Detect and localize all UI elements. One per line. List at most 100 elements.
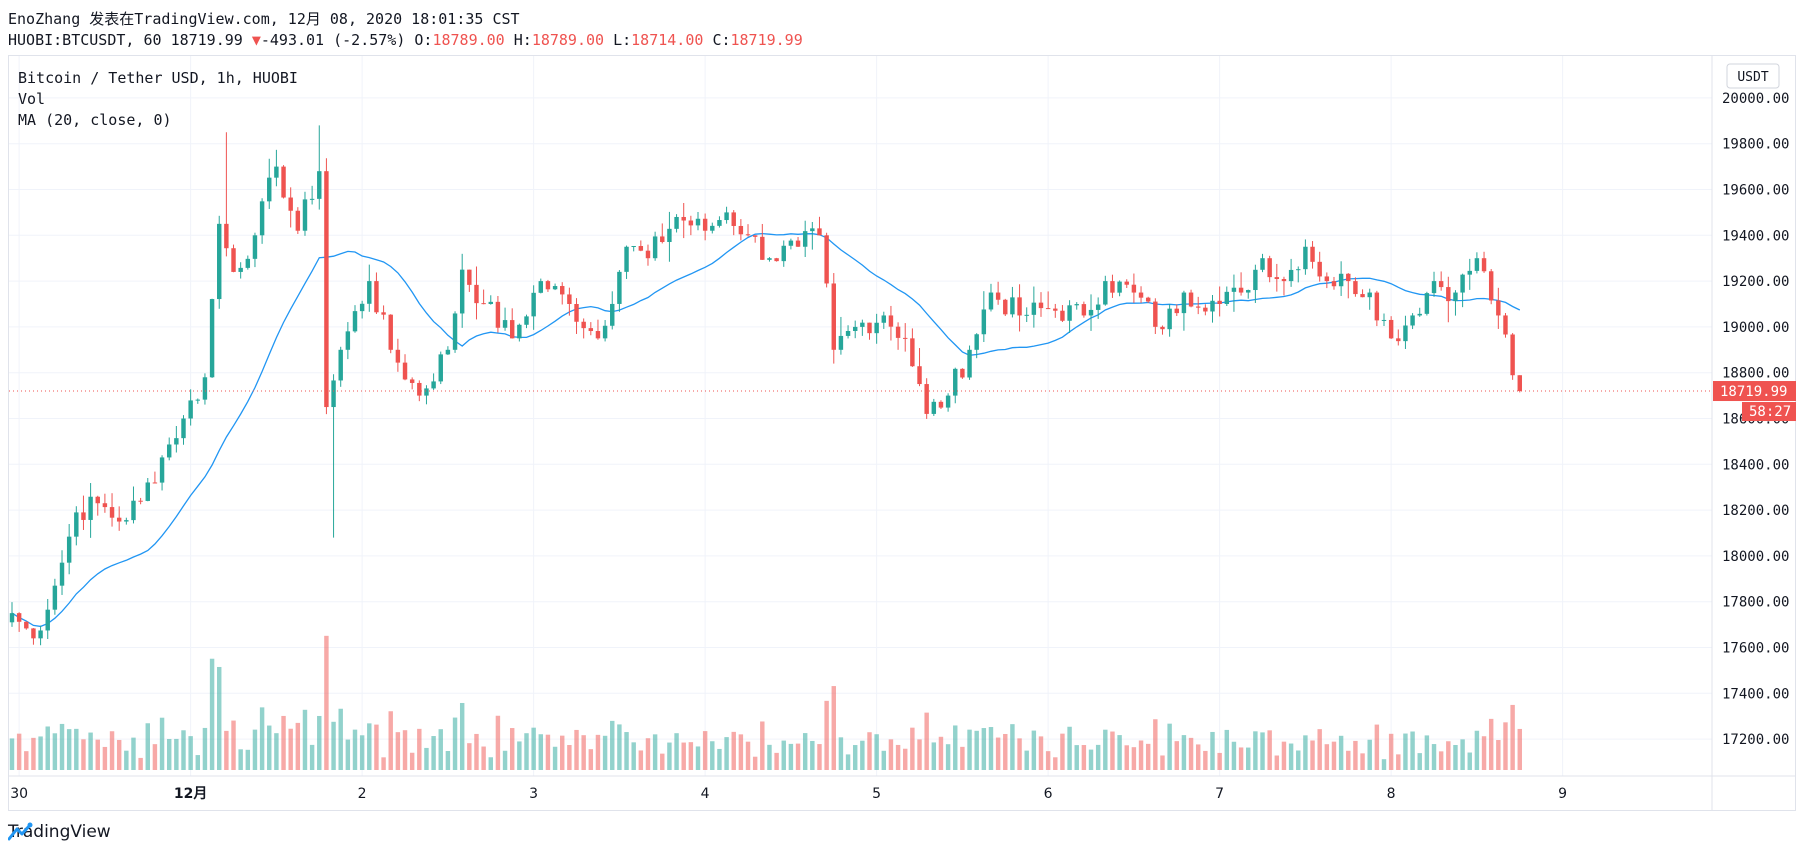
volume-bar [1110, 731, 1115, 770]
candle-body [938, 401, 944, 408]
candle [38, 625, 43, 646]
volume-bar [481, 746, 486, 770]
volume-bar [159, 717, 165, 770]
candle [1131, 273, 1137, 303]
candle-body [888, 315, 894, 327]
candle [1181, 290, 1187, 331]
candle [438, 351, 443, 385]
candle [166, 437, 172, 461]
time-tick-label: 30 [10, 786, 28, 802]
price-tag-text: 18719.99 [1720, 384, 1787, 400]
candle [602, 320, 608, 342]
volume-bar [617, 724, 622, 770]
candle-body [674, 216, 679, 229]
volume-bar [431, 736, 436, 770]
volume-bar [531, 727, 536, 770]
candle-body [1238, 287, 1244, 293]
volume-bar [581, 735, 586, 770]
candle-body [631, 246, 636, 248]
volume-bar [1267, 730, 1272, 770]
candle-body [802, 231, 808, 247]
candle-body [252, 235, 258, 259]
candle-body [1081, 304, 1087, 316]
volume-bar [767, 744, 772, 770]
volume-bar [131, 737, 136, 770]
candle-body [1095, 304, 1101, 310]
candle [395, 338, 401, 372]
candle-body [795, 240, 801, 247]
volume-bar [188, 736, 193, 770]
candle [281, 165, 286, 199]
candle [617, 270, 622, 312]
candle-body [1274, 277, 1280, 280]
volume-bar [710, 741, 715, 770]
candle [781, 240, 786, 267]
price-tick-label: 19800.00 [1722, 137, 1789, 153]
candle [231, 244, 236, 273]
candle [1110, 274, 1115, 298]
volume-bar [602, 735, 608, 770]
open-label: O: [414, 31, 433, 49]
candle-body [1410, 315, 1415, 326]
candle-body [695, 218, 701, 226]
grid-lines [9, 56, 1712, 776]
candle-body [352, 311, 358, 332]
candle [1396, 329, 1401, 346]
candle [409, 377, 415, 390]
candle [274, 149, 279, 187]
candle-body [745, 234, 751, 236]
candle-body [231, 248, 236, 272]
candle-body [1074, 304, 1079, 306]
candle-body [88, 496, 93, 520]
volume-bar [417, 728, 422, 770]
volume-bar [1410, 731, 1415, 770]
volume-bar [52, 733, 58, 770]
candle-body [274, 166, 279, 178]
volume-bar [738, 734, 744, 770]
price-tick-label: 19400.00 [1722, 228, 1789, 244]
candle-body [66, 536, 72, 563]
volume-bar [402, 730, 408, 770]
volume-bar [195, 755, 201, 770]
candle [838, 316, 844, 355]
candle-body [752, 235, 758, 237]
volume-bar [960, 746, 965, 770]
candle [874, 313, 879, 344]
candle-body [402, 362, 408, 380]
volume-bar [1474, 730, 1480, 770]
candle [774, 257, 779, 262]
candle [131, 486, 136, 524]
candle-body [1496, 300, 1501, 316]
candle [331, 374, 336, 538]
volume-bar [1346, 750, 1351, 770]
candle-body [1431, 281, 1437, 294]
candle [1188, 289, 1194, 308]
volume-bar [38, 736, 43, 770]
volume-bar [802, 733, 808, 770]
candle-body [1503, 315, 1508, 335]
candle-body [831, 283, 836, 350]
candle-body [109, 507, 115, 518]
volume-bar [202, 727, 208, 770]
candle-body [574, 304, 579, 322]
candle-body [667, 228, 672, 242]
volume-bar [1381, 759, 1387, 770]
tradingview-brand[interactable]: TradingView [8, 822, 111, 842]
chart-frame[interactable] [8, 55, 1796, 811]
candle [1467, 258, 1472, 290]
price-tick-label: 18400.00 [1722, 457, 1789, 473]
candle [1003, 298, 1008, 317]
candle-body [817, 228, 822, 236]
volume-bar [1103, 729, 1108, 770]
candle [1360, 289, 1365, 298]
candle-body [1446, 287, 1451, 302]
candle-body [1367, 292, 1372, 298]
candle-body [1103, 281, 1108, 305]
currency-button[interactable]: USDT [1726, 63, 1780, 89]
candle [324, 158, 329, 415]
candle [424, 385, 429, 405]
candle [531, 285, 536, 330]
candle-body [610, 303, 615, 326]
volume-bar [988, 727, 994, 770]
